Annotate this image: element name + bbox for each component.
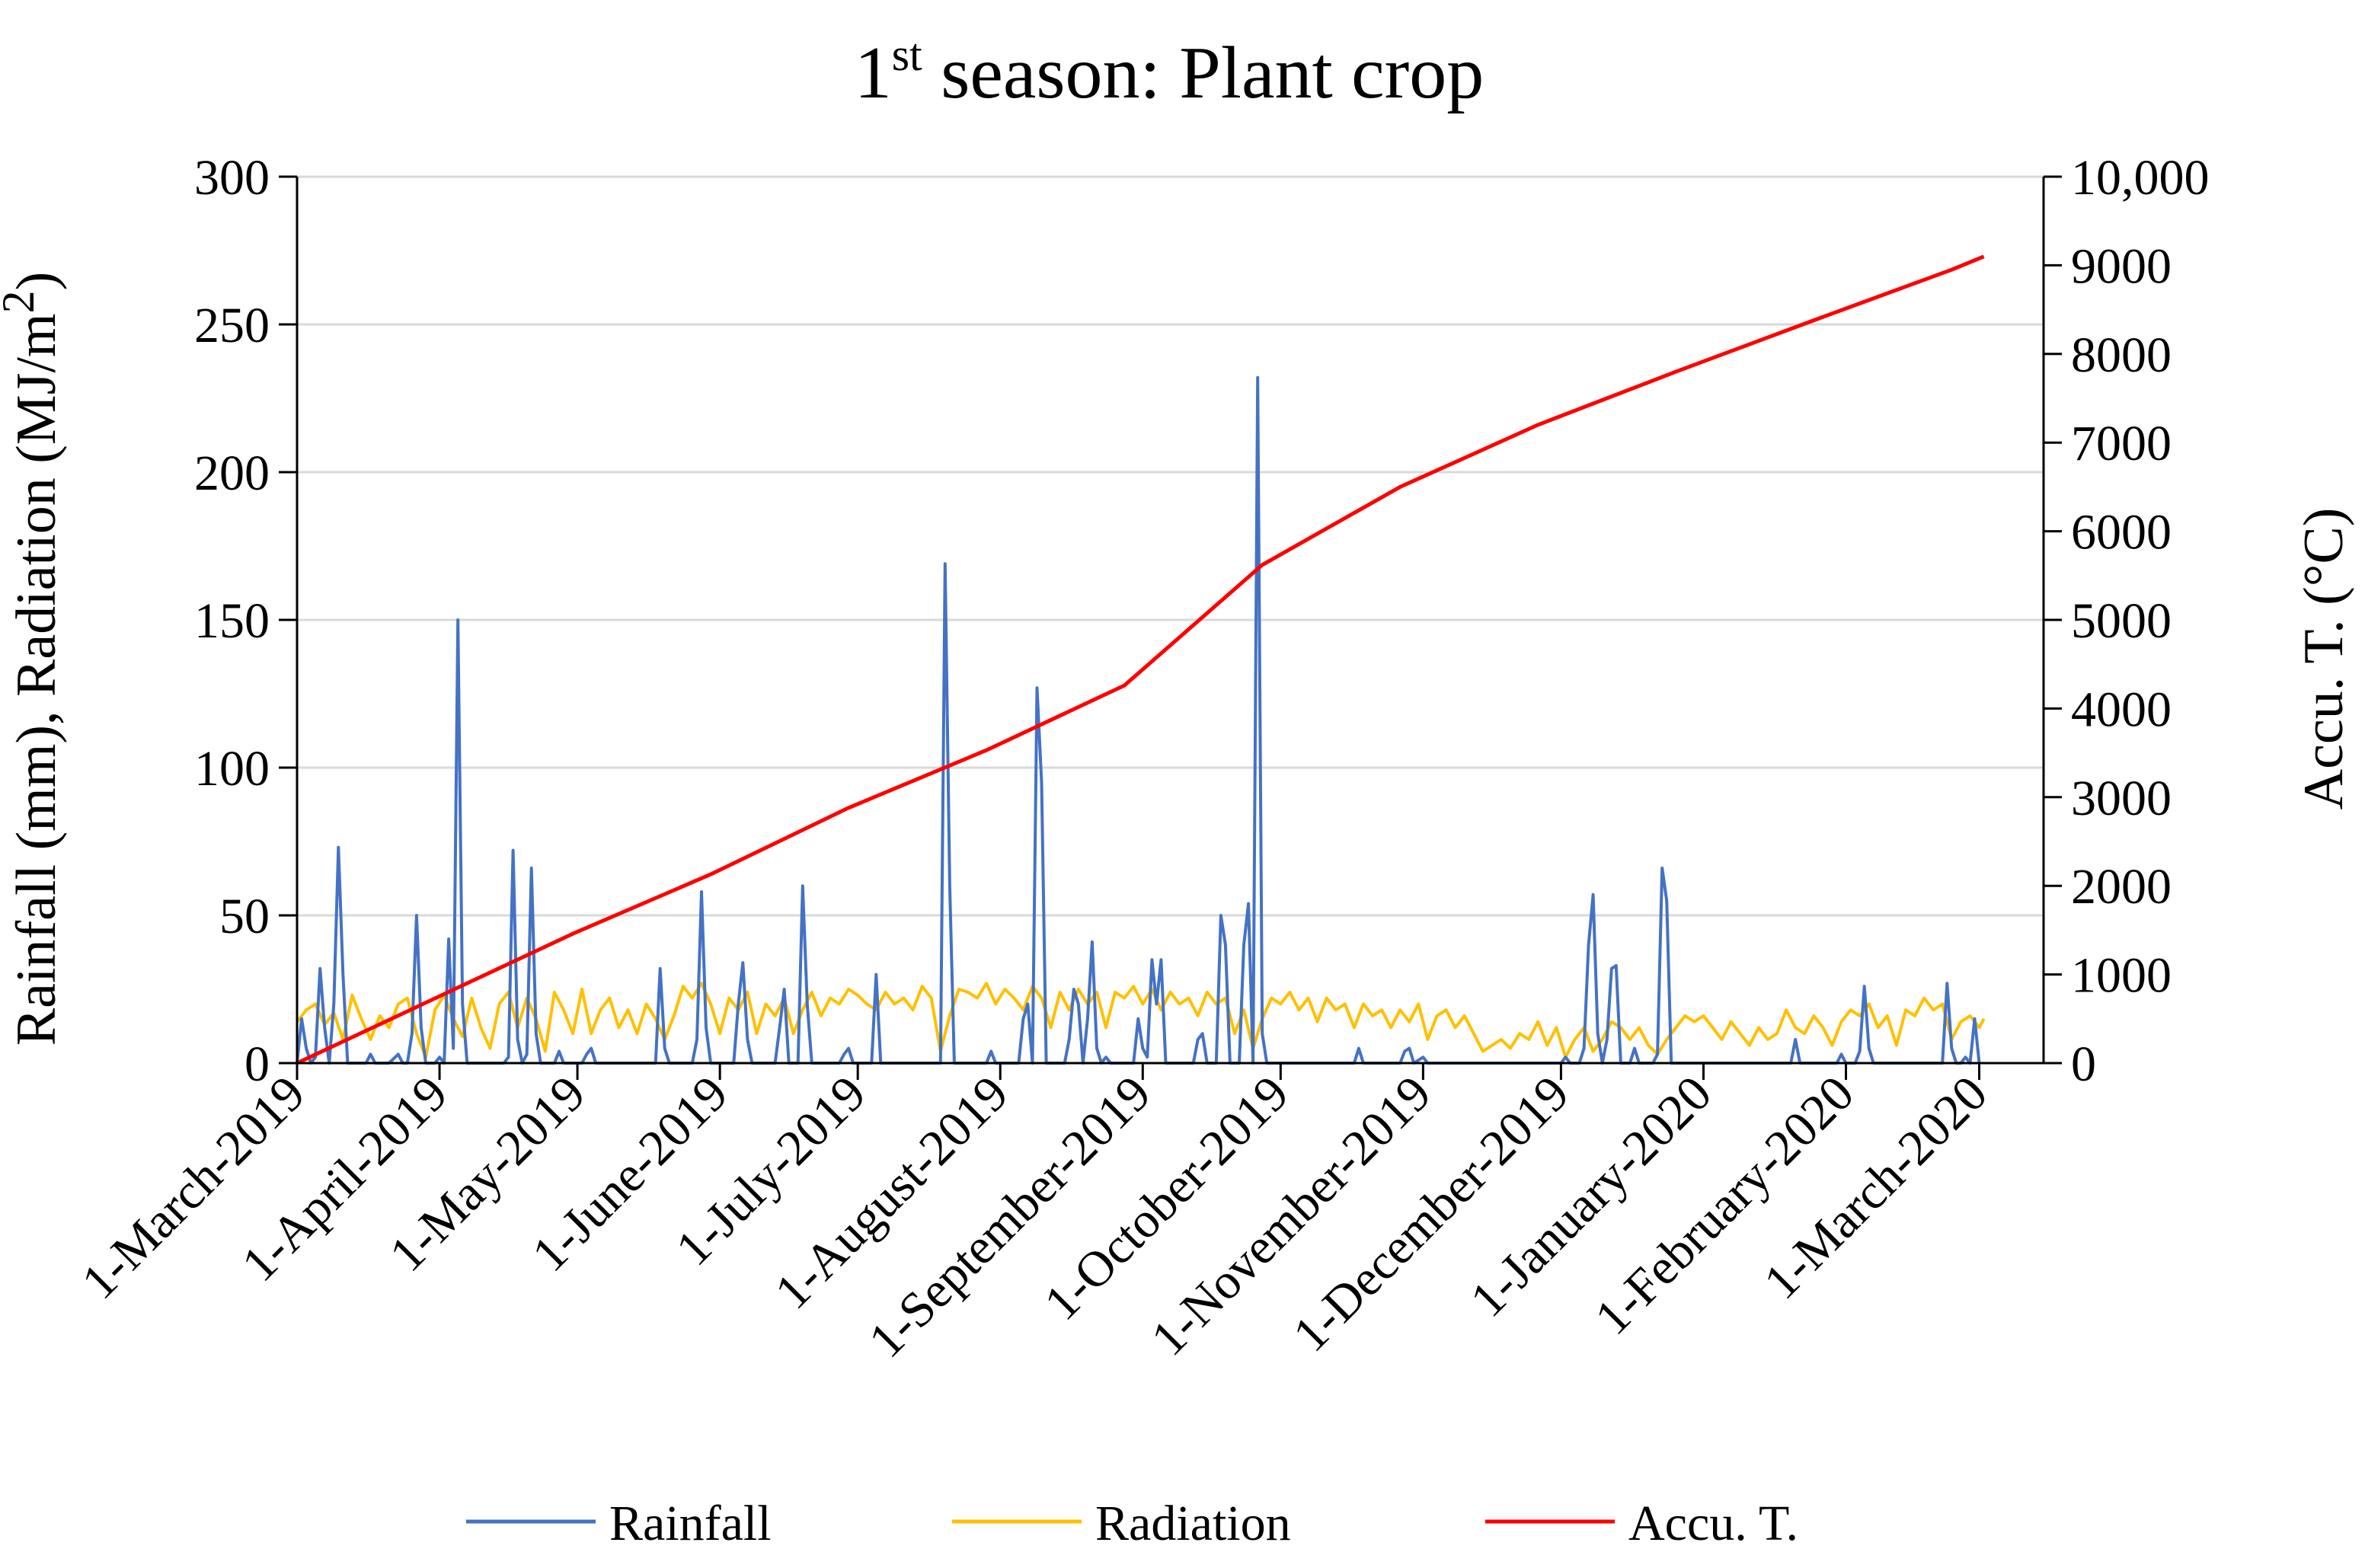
x-tick-label: 1-January-2020	[1460, 1065, 1723, 1328]
y-left-tick-label: 250	[194, 298, 270, 353]
y-left-tick-label: 0	[244, 1036, 270, 1092]
title-superscript: st	[892, 30, 922, 80]
y-right-tick-label: 2000	[2071, 859, 2172, 915]
y-right-tick-label: 10,000	[2071, 150, 2210, 206]
y-right-tick-label: 9000	[2071, 238, 2172, 294]
x-tick-label: 1-October-2019	[1034, 1065, 1299, 1331]
y-left-label-superscript: 2	[0, 290, 43, 313]
y-left-tick-label: 200	[194, 445, 270, 501]
y-left-label-suffix: )	[5, 272, 68, 291]
axes	[279, 175, 2062, 1080]
y-right-tick-label: 0	[2071, 1036, 2096, 1092]
y-left-label-text: Rainfall (mm), Radiation (MJ/m	[5, 313, 68, 1046]
series-line-accu-t	[296, 254, 1985, 1065]
y-right-tick-label: 5000	[2071, 593, 2172, 649]
y-right-tick-label: 7000	[2071, 416, 2172, 471]
y-left-tick-label: 50	[219, 889, 270, 944]
tick-labels: 0501001502002503000100020003000400050006…	[71, 150, 2209, 1368]
y-right-axis-label: Accu. T. (°C)	[2293, 508, 2355, 810]
y-left-tick-label: 150	[194, 593, 270, 649]
title-main: 1	[855, 32, 892, 114]
title-rest: season: Plant crop	[922, 32, 1485, 114]
y-right-tick-label: 1000	[2071, 948, 2172, 1004]
series-line-radiation	[296, 982, 1986, 1059]
series-layer	[296, 254, 1986, 1065]
gridlines	[297, 175, 2044, 917]
y-right-tick-label: 8000	[2071, 327, 2172, 383]
legend: Rainfall Radiation Accu. T.	[466, 1496, 1798, 1551]
y-right-tick-label: 4000	[2071, 682, 2172, 737]
series-line-rainfall	[296, 375, 1981, 1065]
legend-label-rainfall: Rainfall	[609, 1496, 772, 1551]
legend-label-accu-t: Accu. T.	[1628, 1496, 1798, 1551]
chart-title: 1st season: Plant crop	[855, 30, 1485, 114]
y-left-axis-label: Rainfall (mm), Radiation (MJ/m2)	[0, 272, 68, 1046]
y-right-tick-label: 6000	[2071, 505, 2172, 560]
y-right-tick-label: 3000	[2071, 771, 2172, 826]
y-left-tick-label: 100	[194, 741, 270, 797]
legend-label-radiation: Radiation	[1095, 1496, 1291, 1551]
y-left-tick-label: 300	[194, 150, 270, 206]
